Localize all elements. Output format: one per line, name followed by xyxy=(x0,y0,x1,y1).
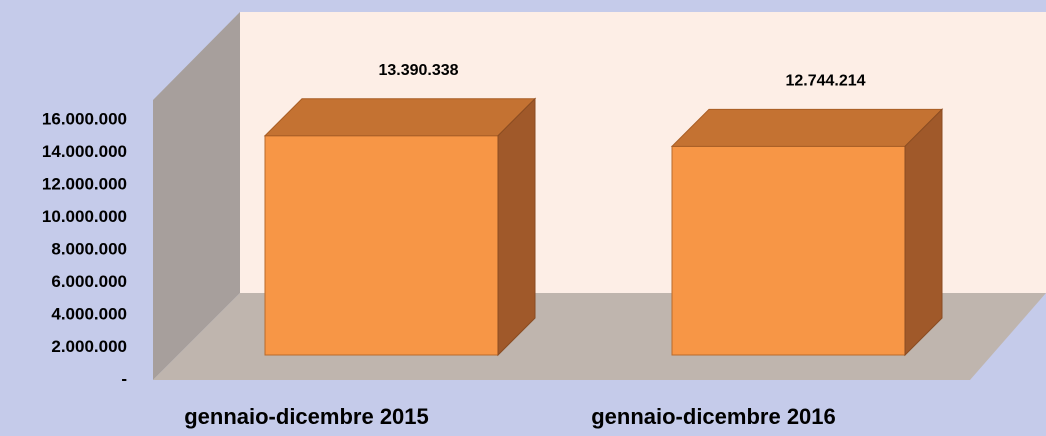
x-tick-label: gennaio-dicembre 2015 xyxy=(184,404,429,429)
y-tick-label: - xyxy=(121,369,127,388)
x-tick-label: gennaio-dicembre 2016 xyxy=(591,404,836,429)
bar-top xyxy=(670,108,944,147)
y-tick-label: 14.000.000 xyxy=(42,142,127,161)
y-tick-label: 12.000.000 xyxy=(42,174,127,193)
y-tick-label: 2.000.000 xyxy=(51,337,127,356)
side-wall xyxy=(153,12,240,380)
bar-front xyxy=(671,145,906,356)
y-tick-label: 16.000.000 xyxy=(42,109,127,128)
bar-top xyxy=(263,98,537,137)
y-tick-label: 10.000.000 xyxy=(42,207,127,226)
bar-front xyxy=(264,135,499,356)
bar-side xyxy=(497,97,536,357)
y-tick-label: 6.000.000 xyxy=(51,272,127,291)
bar-side xyxy=(904,108,943,357)
y-tick-label: 8.000.000 xyxy=(51,239,127,258)
data-label: 13.390.338 xyxy=(378,62,458,79)
data-label: 12.744.214 xyxy=(785,73,865,90)
y-tick-label: 4.000.000 xyxy=(51,304,127,323)
